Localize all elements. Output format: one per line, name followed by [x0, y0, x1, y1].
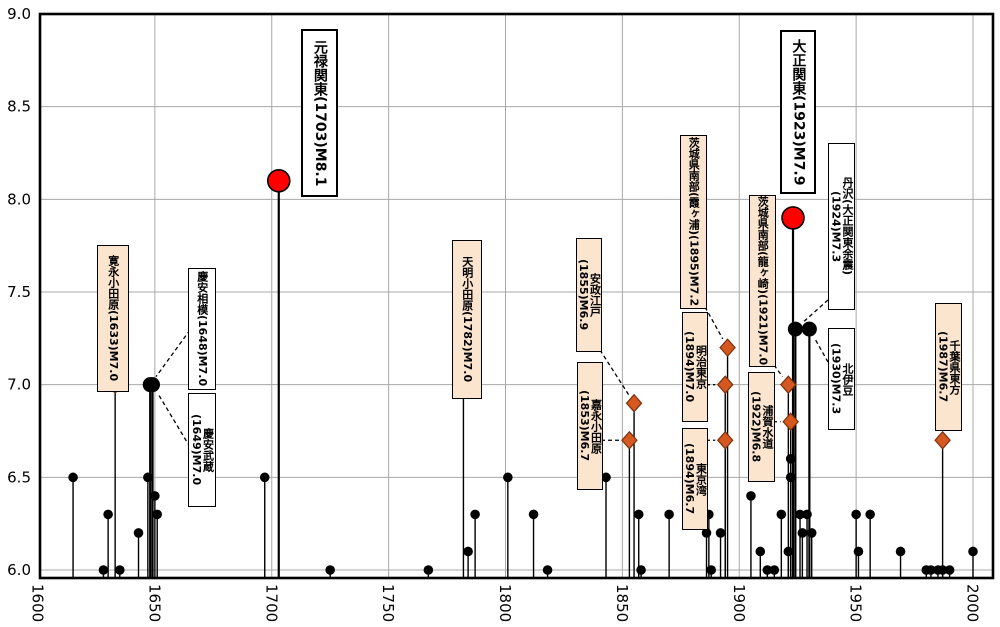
x-axis-tick-label: 1850 [613, 584, 631, 622]
event-marker-dot [853, 546, 864, 557]
event-marker-dot [895, 546, 906, 557]
event-marker-diamond [716, 430, 734, 450]
event-marker-dot [68, 472, 78, 483]
event-marker-dot [103, 509, 113, 520]
event-marker-dot [423, 565, 434, 575]
event-marker-dot [865, 509, 875, 520]
event-marker-dot [528, 509, 539, 520]
event-marker-dot [715, 528, 726, 538]
event-marker-diamond [719, 338, 736, 358]
label-connector [802, 299, 829, 323]
event-marker-diamond [780, 375, 797, 395]
event-marker-dot [633, 509, 644, 520]
event-label-kaei-odawara: 嘉永小田原(1853)M6.7 [577, 362, 603, 490]
event-marker-dot [133, 528, 144, 538]
event-marker-dot [542, 565, 553, 575]
event-marker-dot [601, 472, 611, 483]
label-connector [704, 306, 724, 340]
event-marker-dot [470, 509, 480, 520]
label-connector [157, 392, 191, 448]
event-marker-dot [259, 472, 270, 483]
y-axis-tick-label: 7.5 [7, 283, 31, 301]
event-marker-dot [636, 565, 646, 575]
x-axis-tick-label: 1750 [379, 584, 397, 622]
event-marker-dot [706, 565, 716, 575]
x-axis-tick-label: 1600 [29, 584, 47, 622]
y-axis-tick-label: 6.5 [7, 468, 31, 486]
x-axis-tick-label: 2000 [964, 584, 982, 622]
event-marker-diamond [621, 430, 638, 450]
event-marker-dot [776, 509, 787, 520]
event-marker-diamond [934, 430, 951, 450]
event-label-tokyo-bay: 東京湾(1894)M6.7 [682, 428, 708, 530]
y-axis-tick-label: 8.0 [7, 190, 31, 208]
event-marker-dot [755, 546, 766, 557]
event-marker-diamond [716, 375, 734, 395]
event-marker-dot [503, 472, 513, 483]
event-marker-dot [143, 472, 153, 483]
event-marker-dot [664, 509, 674, 520]
label-connector [155, 329, 191, 377]
event-label-ansei-edo: 安政江戸(1855)M6.9 [576, 238, 602, 352]
event-marker-dot [944, 565, 955, 575]
event-label-genroku-kanto: 元禄関東(1703)M8.1 [301, 29, 338, 197]
event-marker-dot [150, 491, 160, 501]
event-marker-dot [783, 546, 794, 557]
y-axis-tick-label: 7.0 [7, 376, 31, 394]
event-marker-dot [463, 546, 473, 557]
event-label-uraga-suido: 浦賀水道(1922)M6.8 [748, 372, 775, 482]
event-marker-dot [795, 509, 805, 520]
event-marker-dot [802, 509, 812, 520]
event-marker-dot [968, 546, 978, 557]
event-marker-diamond [625, 393, 643, 413]
x-axis-tick-label: 1950 [847, 584, 865, 622]
event-marker-dot [806, 528, 817, 538]
event-marker-dot [762, 565, 773, 575]
event-label-keian-musashi: 慶安武蔵(1649)M7.0 [188, 393, 216, 507]
event-marker-bigdot [801, 321, 817, 337]
event-marker-dot [926, 565, 936, 575]
event-marker-dot [785, 472, 796, 483]
x-axis-tick-label: 1900 [730, 584, 748, 622]
x-axis-tick-label: 1700 [262, 584, 280, 622]
event-marker-dot [851, 509, 861, 520]
event-marker-dot [325, 565, 335, 575]
x-axis-tick-label: 1650 [145, 584, 163, 622]
event-marker-dot [797, 528, 808, 538]
event-label-ibaraki-south-ryugasaki: 茨城県南部(龍ヶ崎)(1921)M7.0 [749, 195, 776, 367]
y-axis-tick-label: 6.0 [7, 561, 31, 579]
event-marker-dot [769, 565, 780, 575]
event-marker-dot [937, 565, 948, 575]
event-marker-red-circle [781, 206, 805, 230]
label-connector [599, 349, 630, 396]
event-label-tenmei-odawara: 天明小田原(1782)M7.0 [452, 240, 482, 399]
event-label-keian-sagami: 慶安相模(1648)M7.0 [188, 268, 216, 390]
plot-frame [38, 12, 995, 580]
event-marker-bigdot [787, 321, 803, 337]
event-label-taisho-kanto: 大正関東(1923)M7.9 [780, 30, 816, 194]
event-marker-dot [701, 528, 712, 538]
event-label-meiji-tokyo: 明治東京(1894)M7.0 [682, 312, 708, 422]
label-connector [813, 337, 829, 363]
x-axis-tick-label: 1800 [496, 584, 514, 622]
event-marker-red-circle [266, 169, 291, 193]
event-marker-dot [152, 509, 163, 520]
y-axis-tick-label: 9.0 [7, 5, 31, 23]
event-marker-dot [746, 491, 756, 501]
event-marker-dot [115, 565, 125, 575]
event-marker-dot [98, 565, 109, 575]
event-label-ibaraki-south-kasumigaura: 茨城県南部(霞ヶ浦)(1895)M7.2 [680, 135, 707, 309]
event-label-chiba-east: 千葉県東方(1987)M6.7 [935, 303, 962, 431]
event-marker-bigdot [145, 377, 161, 393]
event-marker-dot [785, 454, 796, 464]
event-label-tanzawa: 丹沢(大正関東余震)(1924)M7.3 [828, 143, 855, 310]
event-label-kita-izu: 北伊豆(1930)M7.3 [828, 328, 855, 430]
event-marker-diamond [782, 412, 799, 432]
event-label-kanei-odawara: 寛永小田原(1633)M7.0 [97, 245, 129, 392]
y-axis-tick-label: 8.5 [7, 98, 31, 116]
